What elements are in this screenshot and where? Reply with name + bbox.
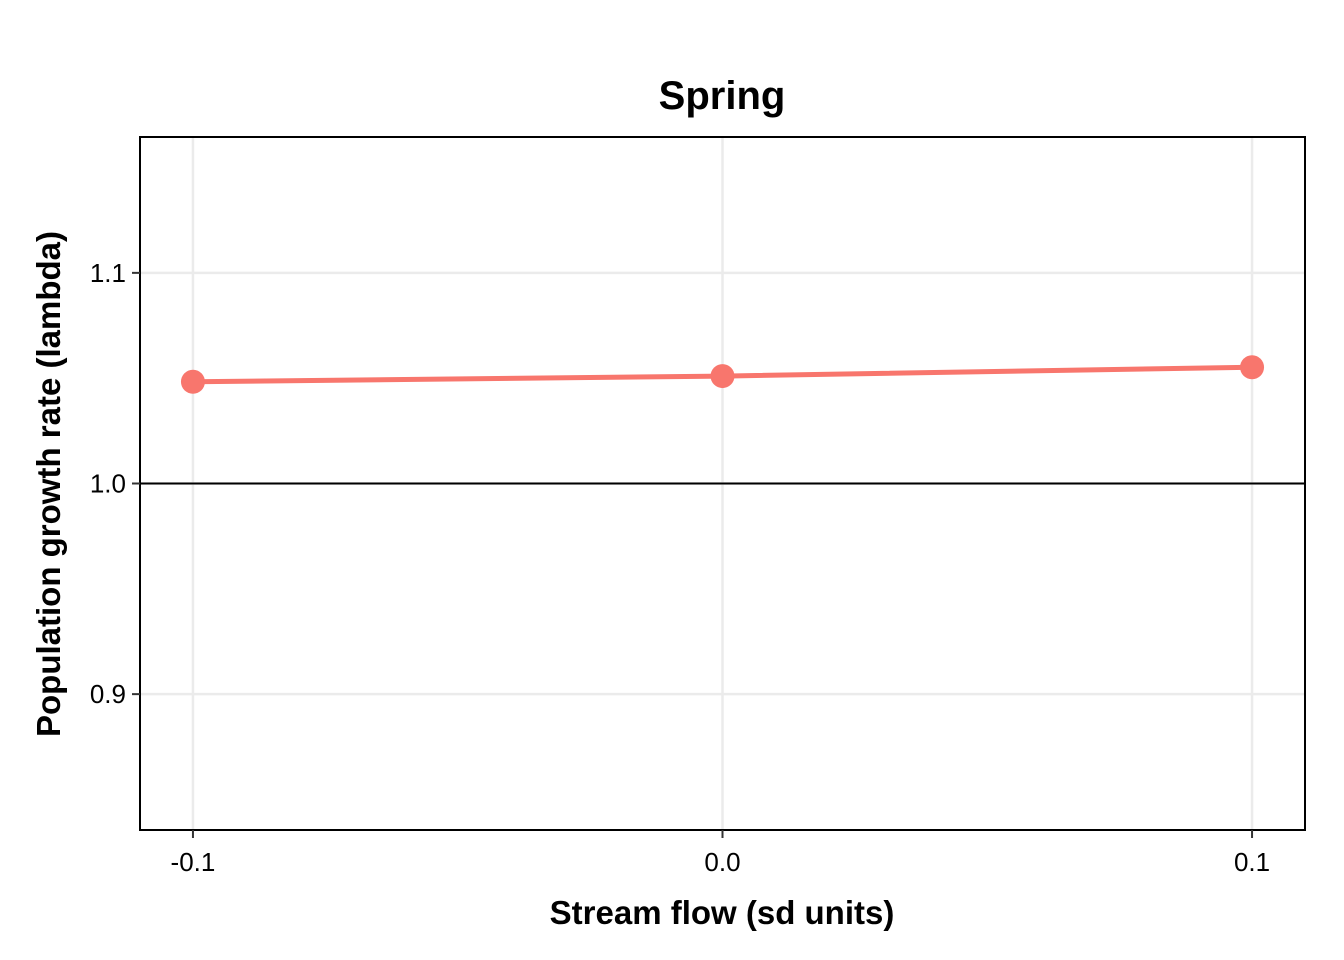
data-point [710,364,735,389]
y-tick-label: 1.0 [90,469,126,499]
x-tick-label: 0.0 [704,847,740,877]
series-layer [180,355,1265,394]
data-point [1240,355,1265,380]
x-axis-title: Stream flow (sd units) [550,894,895,931]
x-tick-label: -0.1 [171,847,216,877]
x-tick-label: 0.1 [1234,847,1270,877]
y-tick-label: 1.1 [90,258,126,288]
y-axis-title: Population growth rate (lambda) [30,231,67,737]
y-tick-label: 0.9 [90,679,126,709]
data-point [180,369,205,394]
chart-title: Spring [659,74,786,118]
ticks-layer: -0.1 0.0 0.1 0.9 1.0 1.1 [90,258,1270,877]
